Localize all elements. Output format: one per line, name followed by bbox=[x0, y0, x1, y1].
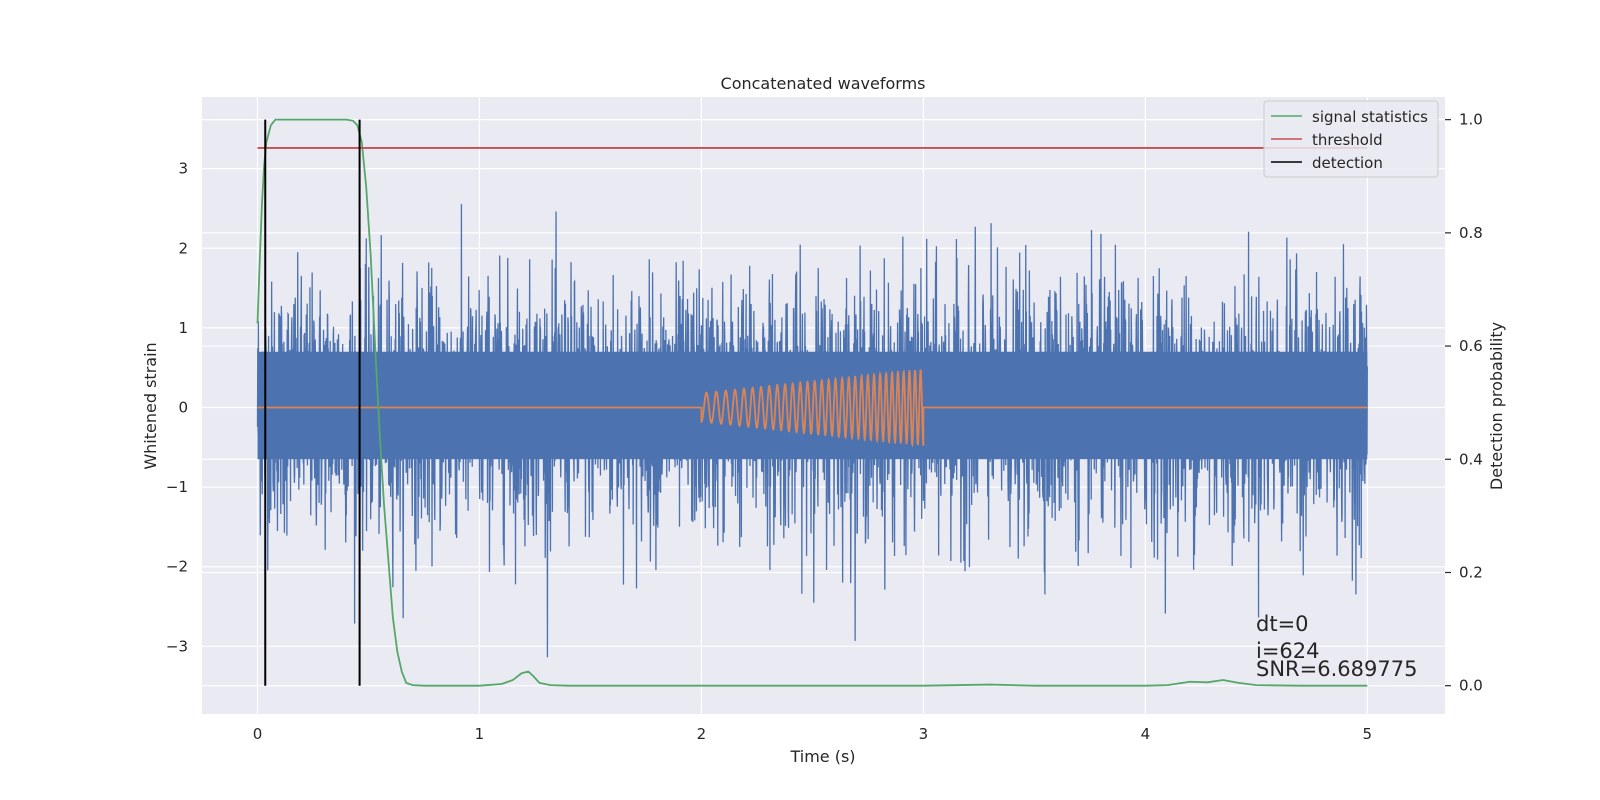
x-tick-label: 1 bbox=[475, 725, 485, 743]
signal-statistics-line bbox=[256, 118, 1368, 687]
legend: signal statistics threshold detection bbox=[1263, 100, 1439, 178]
ticks: 0 1 2 3 4 5 −3 −2 −1 0 1 2 3 0.0 0.2 0.4 0.6 0.8 1.0 bbox=[166, 111, 1483, 743]
x-tick-label: 3 bbox=[919, 725, 929, 743]
y-right-tick-label: 0.4 bbox=[1459, 450, 1483, 468]
injection-series bbox=[257, 369, 1368, 448]
annotation-index: i=624 bbox=[1256, 639, 1320, 663]
x-tick-label: 0 bbox=[253, 725, 263, 743]
x-axis-label: Time (s) bbox=[789, 747, 855, 766]
y-right-tick-label: 1.0 bbox=[1459, 111, 1483, 129]
y-tick-label: 2 bbox=[178, 239, 188, 257]
y-tick-label: 3 bbox=[178, 160, 188, 178]
chart-title: Concatenated waveforms bbox=[721, 74, 926, 93]
x-tick-label: 2 bbox=[697, 725, 707, 743]
y-tick-label: −3 bbox=[166, 637, 188, 655]
legend-box bbox=[1263, 100, 1439, 178]
annotation-dt: dt=0 bbox=[1256, 612, 1309, 636]
legend-label-detection: detection bbox=[1312, 154, 1383, 172]
y-right-tick-label: 0.2 bbox=[1459, 563, 1483, 581]
y-tick-label: 1 bbox=[178, 319, 188, 337]
legend-label-signal-statistics: signal statistics bbox=[1312, 108, 1428, 126]
y-right-tick-label: 0.6 bbox=[1459, 337, 1483, 355]
y-right-tick-label: 0.0 bbox=[1459, 677, 1483, 695]
signal-statistics-series bbox=[256, 118, 1368, 687]
y-tick-label: −2 bbox=[166, 558, 188, 576]
x-tick-label: 4 bbox=[1141, 725, 1151, 743]
y-axis-label: Whitened strain bbox=[141, 342, 160, 469]
y-tick-label: 0 bbox=[178, 398, 188, 416]
detection-series bbox=[264, 119, 361, 686]
legend-label-threshold: threshold bbox=[1312, 131, 1383, 149]
y-axis-right-label: Detection probability bbox=[1487, 322, 1506, 490]
x-tick-label: 5 bbox=[1363, 725, 1373, 743]
y-tick-label: −1 bbox=[166, 478, 188, 496]
injection-line bbox=[257, 369, 1368, 448]
annotation-snr: SNR=6.689775 bbox=[1256, 657, 1417, 681]
y-right-tick-label: 0.8 bbox=[1459, 224, 1483, 242]
